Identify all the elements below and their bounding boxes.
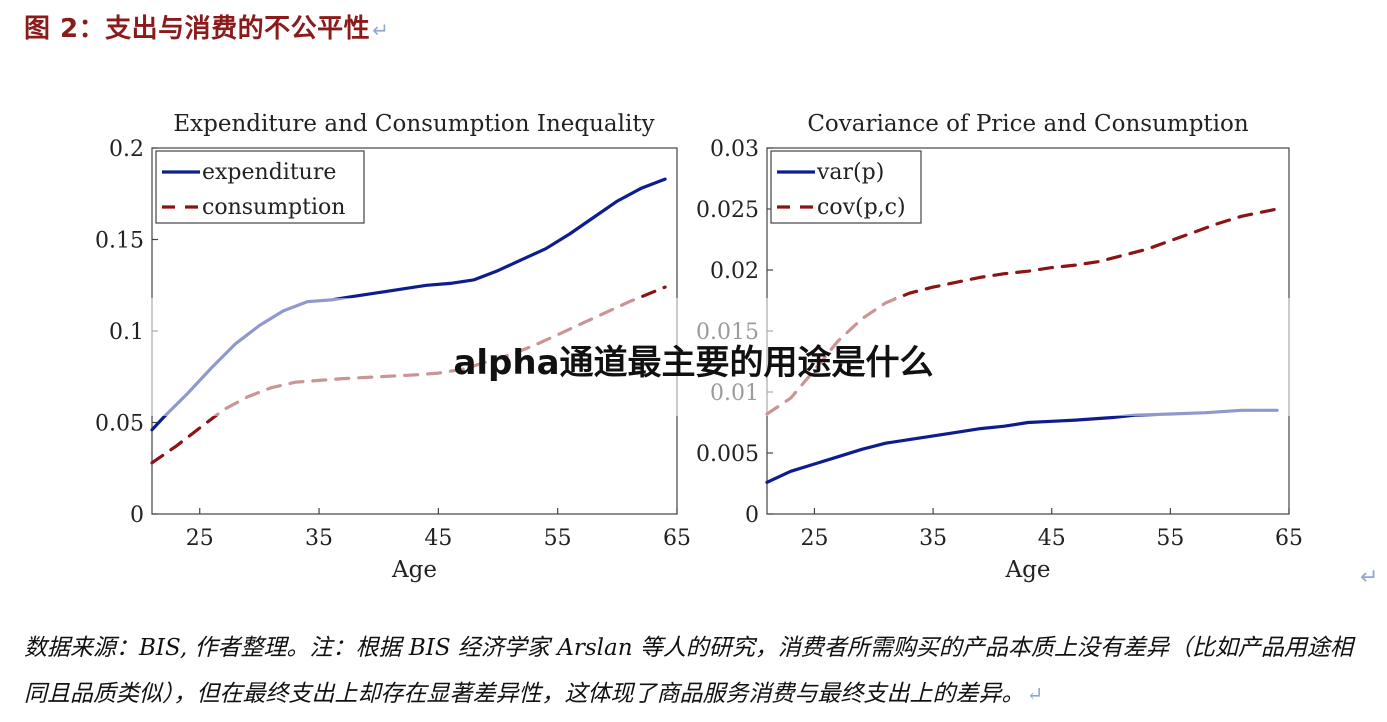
footnote: 数据来源：BIS, 作者整理。注：根据 BIS 经济学家 Arslan 等人的研…	[24, 625, 1369, 717]
legend-label: var(p)	[816, 160, 884, 185]
return-mark: ↵	[372, 18, 390, 42]
footnote-return-mark: ↵	[1026, 682, 1044, 706]
y-tick-label: 0.025	[696, 198, 759, 223]
legend-label: expenditure	[202, 160, 336, 185]
y-tick-label: 0.005	[696, 442, 759, 467]
y-tick-label: 0.1	[109, 320, 144, 345]
chart-title: Covariance of Price and Consumption	[807, 111, 1249, 137]
return-mark-right: ↵	[1360, 565, 1379, 590]
y-tick-label: 0.15	[95, 229, 144, 254]
x-tick-label: 35	[305, 526, 333, 551]
y-tick-label: 0.2	[109, 137, 144, 162]
x-tick-label: 65	[663, 526, 691, 551]
y-tick-label: 0	[745, 503, 759, 528]
series-line-var-p-	[765, 408, 1279, 484]
y-tick-label: 0.03	[710, 137, 759, 162]
x-tick-label: 45	[1038, 526, 1066, 551]
legend-label: cov(p,c)	[817, 195, 906, 220]
chart-title: Expenditure and Consumption Inequality	[173, 111, 654, 137]
y-tick-label: 0.02	[710, 259, 759, 284]
x-tick-label: 45	[424, 526, 452, 551]
x-tick-label: 25	[186, 526, 214, 551]
y-tick-label: 0	[130, 503, 144, 528]
x-tick-label: 55	[1156, 526, 1184, 551]
overlay-caption: alpha通道最主要的用途是什么	[453, 343, 934, 383]
footnote-text: 数据来源：BIS, 作者整理。注：根据 BIS 经济学家 Arslan 等人的研…	[24, 635, 1353, 707]
x-tick-label: 65	[1275, 526, 1303, 551]
legend-label: consumption	[202, 195, 345, 220]
figure-title-text: 图 2：支出与消费的不公平性	[24, 14, 371, 44]
x-axis-label: Age	[1005, 557, 1051, 583]
legend-box	[155, 150, 365, 224]
legend-box	[770, 150, 922, 224]
y-tick-label: 0.05	[95, 412, 144, 437]
x-tick-label: 55	[544, 526, 572, 551]
y-tick-label: 0.01	[710, 381, 759, 406]
x-axis-label: Age	[391, 557, 437, 583]
figure-title: 图 2：支出与消费的不公平性 ↵	[24, 8, 389, 45]
x-tick-label: 25	[800, 526, 828, 551]
x-tick-label: 35	[919, 526, 947, 551]
